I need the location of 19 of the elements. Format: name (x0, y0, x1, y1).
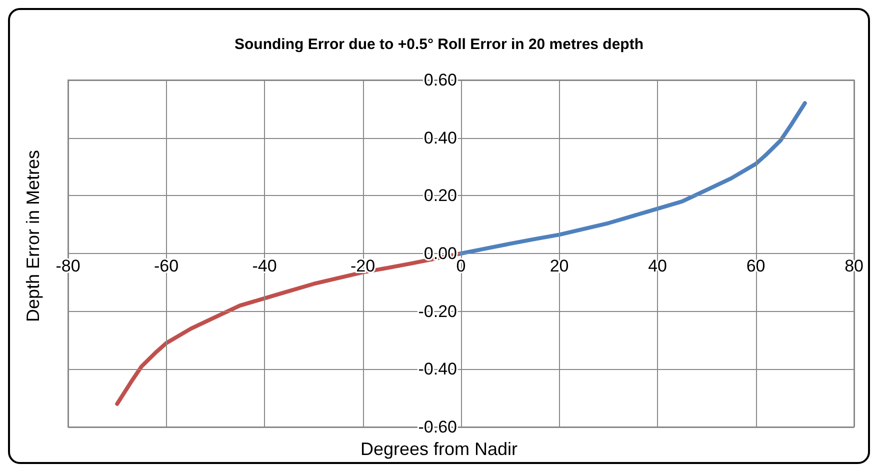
y-tick-label: 0.40 (424, 128, 457, 148)
y-tick-label: -0.40 (418, 360, 457, 379)
y-tick-label: -0.60 (418, 418, 457, 436)
y-tick-label: 0.20 (424, 186, 457, 206)
x-tick-label: 20 (550, 256, 569, 276)
x-tick-label: 60 (746, 256, 766, 276)
x-axis-title: Degrees from Nadir (360, 439, 518, 459)
line-series (459, 101, 807, 256)
x-tick-label: 0 (456, 256, 466, 276)
y-axis-title: Depth Error in Metres (23, 150, 43, 322)
chart-title: Sounding Error due to +0.5° Roll Error in 20 metres depth (234, 36, 644, 53)
y-tick-label: -0.20 (418, 302, 457, 321)
x-tick-label: -60 (154, 256, 179, 276)
x-tick-label: 80 (844, 256, 864, 276)
x-tick-label: -80 (56, 256, 80, 276)
y-tick-label: 0.60 (424, 70, 457, 90)
x-tick-label: -20 (350, 256, 376, 276)
x-tick-label: 40 (648, 256, 667, 276)
x-tick-label: -40 (252, 256, 277, 276)
